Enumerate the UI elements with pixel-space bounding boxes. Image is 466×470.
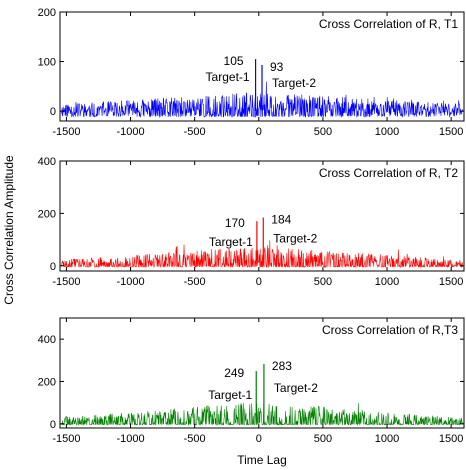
subplot-2: 170 Target-1 184 Target-2 Cross Correlation … [38, 156, 465, 288]
correlation-series [61, 240, 463, 269]
y-tick-label: 100 [38, 57, 56, 69]
peak-2-value-label: 93 [270, 60, 284, 74]
peak-2-value-label: 283 [272, 359, 292, 373]
x-tick-label: -500 [184, 276, 206, 288]
y-tick-label: 0 [50, 261, 56, 273]
x-tick-label: -1500 [52, 126, 80, 138]
y-tick-label: 0 [50, 419, 56, 431]
peak-2-target-label: Target-2 [274, 381, 318, 395]
x-tick-label: 0 [256, 433, 262, 445]
peak-2-target-label: Target-2 [273, 232, 317, 246]
x-tick-label: 500 [314, 126, 332, 138]
x-tick-label: -500 [184, 126, 206, 138]
peak-1-target-label: Target-1 [208, 388, 252, 402]
subplot-title: Cross Correlation of R, T1 [319, 17, 458, 31]
x-axis-label: Time Lag [237, 453, 287, 467]
y-tick-label: 200 [38, 7, 56, 19]
subplot-3: 249 Target-1 283 Target-2 Cross Correlation … [38, 317, 465, 445]
x-tick-label: -1000 [116, 126, 144, 138]
axes-box [59, 160, 465, 272]
correlation-series [61, 402, 463, 426]
correlation-series [61, 81, 463, 119]
subplot-1: 105 Target-1 93 Target-2 Cross Correlation o… [38, 7, 465, 138]
y-tick-label: 400 [38, 334, 56, 346]
axes-box [59, 317, 465, 429]
peak-1-value-label: 249 [224, 366, 244, 380]
x-tick-label: 500 [314, 433, 332, 445]
x-tick-label: 1000 [375, 433, 399, 445]
y-tick-label: 200 [38, 376, 56, 388]
x-tick-label: 1000 [375, 276, 399, 288]
x-tick-label: 0 [256, 126, 262, 138]
x-tick-label: -1500 [52, 433, 80, 445]
x-tick-label: 1000 [375, 126, 399, 138]
peak-1-target-label: Target-1 [209, 235, 253, 249]
x-tick-label: 0 [256, 276, 262, 288]
peak-1-target-label: Target-1 [206, 70, 250, 84]
x-tick-label: 1500 [439, 126, 463, 138]
subplot-title: Cross Correlation of R,T3 [322, 323, 458, 337]
x-tick-label: 1500 [439, 276, 463, 288]
x-tick-label: -1500 [52, 276, 80, 288]
x-tick-label: -1000 [116, 433, 144, 445]
peak-1-value-label: 170 [225, 216, 245, 230]
x-tick-label: 1500 [439, 433, 463, 445]
x-tick-label: 500 [314, 276, 332, 288]
x-tick-label: -1000 [116, 276, 144, 288]
y-tick-label: 0 [50, 106, 56, 118]
peak-2-value-label: 184 [271, 213, 291, 227]
y-tick-label: 200 [38, 208, 56, 220]
y-axis-label: Cross Correlation Amplitude [2, 155, 16, 305]
subplot-title: Cross Correlation of R, T2 [319, 166, 458, 180]
x-tick-label: -500 [184, 433, 206, 445]
peak-2-target-label: Target-2 [272, 76, 316, 90]
peak-1-value-label: 105 [224, 54, 244, 68]
y-tick-label: 400 [38, 156, 56, 168]
